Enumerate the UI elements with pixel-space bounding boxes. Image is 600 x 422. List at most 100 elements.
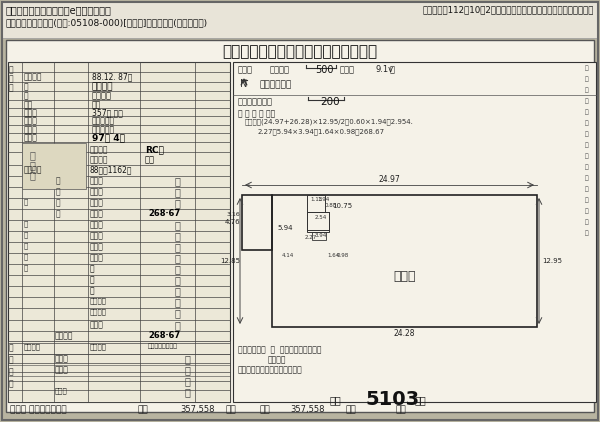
Text: 二、本成果表以建物登記為限。: 二、本成果表以建物登記為限。 [238, 365, 303, 374]
Text: 建: 建 [585, 142, 589, 148]
Text: 建: 建 [9, 367, 14, 376]
Text: 主要用途: 主要用途 [24, 343, 41, 349]
Text: ．: ． [175, 231, 181, 241]
Text: ．: ． [185, 376, 191, 386]
Text: 建號: 建號 [330, 395, 342, 405]
Bar [307, 212, 329, 230]
Text: 管: 管 [585, 197, 589, 203]
Text: 10.75: 10.75 [332, 203, 352, 209]
Text: 暨: 暨 [585, 131, 589, 137]
Text: 12.95: 12.95 [542, 258, 562, 264]
Bar [312, 232, 326, 240]
Text: 比例尺：: 比例尺： [270, 65, 290, 74]
Bar [2, 2, 598, 38]
Text: 查詢日期：112年10月2日（如需登記謄本，請向地政事務所申請。）: 查詢日期：112年10月2日（如需登記謄本，請向地政事務所申請。） [422, 5, 594, 14]
Text: ．: ． [175, 320, 181, 330]
Text: 3.94: 3.94 [315, 233, 327, 238]
Text: 小段: 小段 [92, 100, 101, 109]
Text: 建號: 建號 [395, 405, 406, 414]
Text: ．: ． [175, 187, 181, 197]
Text: 另知背面附圖: 另知背面附圖 [260, 80, 292, 89]
Text: 請: 請 [9, 74, 14, 83]
Text: 層: 層 [24, 220, 28, 227]
Text: 方: 方 [24, 242, 28, 249]
Text: 500: 500 [315, 65, 334, 75]
Text: 位置圖: 位置圖 [238, 65, 253, 74]
Text: 段: 段 [24, 91, 29, 100]
Text: 面 積 計 算 式：: 面 積 計 算 式： [238, 109, 275, 118]
Text: 24.28: 24.28 [394, 329, 415, 338]
Text: 尺: 尺 [24, 264, 28, 271]
Text: 第四層：(24.97+26.28)×12.95/2－0.60×1.94－2.954.: 第四層：(24.97+26.28)×12.95/2－0.60×1.94－2.95… [245, 118, 414, 124]
Text: 面: 面 [56, 198, 61, 207]
Text: 第二層: 第二層 [90, 187, 104, 196]
Text: 合　計: 合 計 [55, 387, 68, 394]
Text: 面積（平方公尺）: 面積（平方公尺） [148, 343, 178, 349]
Text: 物: 物 [9, 379, 14, 388]
Bar [307, 195, 325, 212]
Text: 第七層: 第七層 [90, 242, 104, 251]
Bar [8, 62, 230, 402]
Text: 量: 量 [30, 160, 36, 170]
Text: 屬: 屬 [9, 355, 14, 364]
Text: 平: 平 [585, 98, 589, 103]
Text: 街　路: 街 路 [24, 116, 38, 125]
Text: 5103: 5103 [365, 390, 419, 409]
Text: 光特版地政資訊網路服務e點通服務系統: 光特版地政資訊網路服務e點通服務系統 [6, 5, 112, 15]
Text: 面: 面 [585, 109, 589, 115]
Bar [242, 195, 272, 250]
Text: 圖: 圖 [585, 164, 589, 170]
Text: 員: 員 [30, 170, 36, 180]
Text: ．: ． [175, 242, 181, 252]
Text: ．: ． [175, 220, 181, 230]
Text: 地下一層: 地下一層 [90, 297, 107, 303]
Text: 268‧67: 268‧67 [148, 331, 180, 340]
Text: 一段　巷弄: 一段 巷弄 [92, 125, 115, 134]
Text: 地籍圖: 地籍圖 [340, 65, 355, 74]
Text: 3.16: 3.16 [226, 212, 240, 217]
Text: 測量日期: 測量日期 [24, 72, 43, 81]
Text: 新北市板橋區介壽段(建號:05108-000)[第二類]建物平面圖(已縮小列印): 新北市板橋區介壽段(建號:05108-000)[第二類]建物平面圖(已縮小列印) [6, 18, 208, 27]
Bar [6, 40, 594, 412]
Text: 12.85: 12.85 [220, 258, 240, 264]
Text: 繪: 繪 [585, 186, 589, 192]
Text: 1.94: 1.94 [317, 197, 329, 202]
Text: 段巷弄: 段巷弄 [24, 125, 38, 134]
Text: 主體構造: 主體構造 [90, 343, 107, 349]
Text: 2.54: 2.54 [315, 215, 327, 220]
Text: 地號: 地號 [345, 405, 356, 414]
Text: 物: 物 [585, 153, 589, 159]
Text: 地下二層: 地下二層 [90, 308, 107, 315]
Text: ．: ． [175, 275, 181, 285]
Text: 板　橋 市　介　壽　段: 板 橋 市 介 壽 段 [10, 405, 67, 414]
Text: 主體構造: 主體構造 [90, 145, 109, 154]
Text: 4.76: 4.76 [224, 219, 240, 225]
Text: 平　台: 平 台 [55, 354, 69, 363]
Text: 2.27－5.94×3.94－1.64×0.98＝268.67: 2.27－5.94×3.94－1.64×0.98＝268.67 [258, 128, 385, 135]
Text: 板　橋市: 板 橋市 [92, 82, 113, 91]
Text: 陽　台: 陽 台 [55, 365, 69, 374]
Text: 人: 人 [9, 83, 14, 92]
Text: 每: 每 [24, 198, 28, 205]
Text: 合　　計: 合 計 [55, 331, 74, 340]
Text: 照: 照 [585, 230, 589, 235]
Text: 4.14: 4.14 [282, 253, 294, 258]
Text: 357,558: 357,558 [180, 405, 215, 414]
Text: 棟次: 棟次 [415, 395, 427, 405]
Text: 使用執照: 使用執照 [24, 165, 43, 174]
Text: RC造: RC造 [145, 145, 164, 154]
Text: 積: 積 [56, 209, 61, 218]
Text: 2.27: 2.27 [305, 235, 317, 240]
Text: 小段: 小段 [260, 405, 271, 414]
Text: 公: 公 [24, 253, 28, 260]
Text: 物: 物 [585, 87, 589, 92]
Text: 第八層: 第八層 [90, 253, 104, 262]
Text: 第四層: 第四層 [90, 209, 104, 218]
Text: ．: ． [185, 365, 191, 375]
Text: 騎　樓: 騎 樓 [90, 320, 104, 329]
Text: 一、本建物係  多  層建物本件僅測量第: 一、本建物係 多 層建物本件僅測量第 [238, 345, 322, 354]
Text: 介　壽段: 介 壽段 [92, 91, 112, 100]
Text: 357　 地號: 357 地號 [92, 108, 123, 117]
Text: 平: 平 [24, 231, 28, 238]
Text: ．: ． [175, 308, 181, 318]
